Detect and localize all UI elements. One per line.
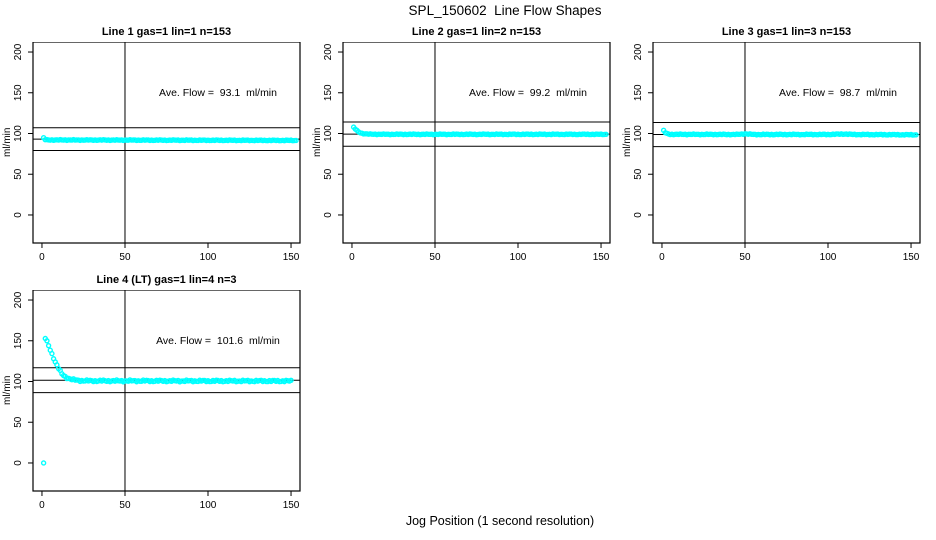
data-points-group [350, 124, 609, 138]
svg-text:100: 100 [323, 125, 334, 142]
svg-text:150: 150 [283, 252, 300, 263]
x-ticks-group: 0 50 100 150 [349, 243, 610, 263]
panel-line-1: Line 1 gas=1 lin=1 n=153 ml/min 0 50 100 15… [0, 26, 308, 273]
ave-flow-annotation: Ave. Flow = 93.1 ml/min [159, 87, 277, 99]
svg-text:0: 0 [13, 212, 24, 218]
plot-area: 0 50 100 150 0 50 100 150 200 [13, 290, 301, 511]
data-points-group [40, 135, 299, 144]
y-ticks-group: 0 50 100 150 200 [13, 43, 33, 218]
svg-text:0: 0 [39, 252, 45, 263]
svg-text:0: 0 [39, 500, 45, 511]
x-ticks-group: 0 50 100 150 [39, 243, 300, 263]
y-ticks-group: 0 50 100 150 200 [633, 43, 653, 218]
panel-title: Line 3 gas=1 lin=3 n=153 [721, 26, 852, 38]
panel-title: Line 1 gas=1 lin=1 n=153 [101, 26, 232, 38]
plot-area: 0 50 100 150 0 50 100 150 200 [633, 42, 921, 263]
svg-text:0: 0 [349, 252, 355, 263]
svg-text:150: 150 [633, 84, 644, 101]
svg-text:50: 50 [429, 252, 441, 263]
svg-text:200: 200 [13, 43, 24, 60]
plot-area: 0 50 100 150 0 50 100 150 200 [323, 42, 611, 263]
svg-text:150: 150 [593, 252, 610, 263]
svg-text:200: 200 [13, 291, 24, 308]
data-points-group [660, 127, 919, 138]
svg-text:200: 200 [323, 43, 334, 60]
svg-text:100: 100 [200, 252, 217, 263]
svg-text:100: 100 [13, 125, 24, 142]
y-ticks-group: 0 50 100 150 200 [13, 291, 33, 466]
svg-text:150: 150 [903, 252, 920, 263]
svg-text:50: 50 [119, 252, 131, 263]
svg-text:50: 50 [323, 168, 334, 180]
plot-border [652, 42, 921, 244]
svg-text:200: 200 [633, 43, 644, 60]
svg-text:50: 50 [13, 416, 24, 428]
svg-text:50: 50 [739, 252, 751, 263]
svg-text:100: 100 [820, 252, 837, 263]
ave-flow-annotation: Ave. Flow = 98.7 ml/min [779, 87, 897, 99]
main-title: SPL_150602 Line Flow Shapes [408, 3, 602, 18]
y-ticks-group: 0 50 100 150 200 [323, 43, 343, 218]
svg-text:0: 0 [13, 460, 24, 466]
ave-flow-annotation: Ave. Flow = 99.2 ml/min [469, 87, 587, 99]
x-ticks-group: 0 50 100 150 [659, 243, 920, 263]
ave-flow-annotation: Ave. Flow = 101.6 ml/min [156, 335, 280, 347]
svg-text:150: 150 [13, 332, 24, 349]
svg-text:150: 150 [283, 500, 300, 511]
svg-text:0: 0 [323, 212, 334, 218]
plot-border [32, 290, 301, 492]
x-axis-title: Jog Position (1 second resolution) [405, 514, 595, 528]
svg-text:100: 100 [13, 373, 24, 390]
svg-text:50: 50 [119, 500, 131, 511]
svg-text:100: 100 [510, 252, 527, 263]
panel-line-2: Line 2 gas=1 lin=2 n=153 ml/min 0 50 100 15… [310, 26, 618, 273]
svg-text:0: 0 [659, 252, 665, 263]
panel-title: Line 4 (LT) gas=1 lin=4 n=3 [96, 274, 237, 286]
svg-text:50: 50 [633, 168, 644, 180]
svg-text:100: 100 [633, 125, 644, 142]
panel-title: Line 2 gas=1 lin=2 n=153 [411, 26, 542, 38]
svg-text:150: 150 [323, 84, 334, 101]
plot-border [342, 42, 611, 244]
svg-text:100: 100 [200, 500, 217, 511]
svg-text:50: 50 [13, 168, 24, 180]
panel-line-3: Line 3 gas=1 lin=3 n=153 ml/min 0 50 100 15… [620, 26, 928, 273]
plot-border [32, 42, 301, 244]
x-ticks-group: 0 50 100 150 [39, 491, 300, 511]
panel-line-4: Line 4 (LT) gas=1 lin=4 n=3 ml/min 0 50 10… [0, 274, 308, 521]
data-points-group [40, 335, 294, 466]
svg-text:150: 150 [13, 84, 24, 101]
plot-area: 0 50 100 150 0 50 100 150 200 [13, 42, 301, 263]
svg-text:0: 0 [633, 212, 644, 218]
